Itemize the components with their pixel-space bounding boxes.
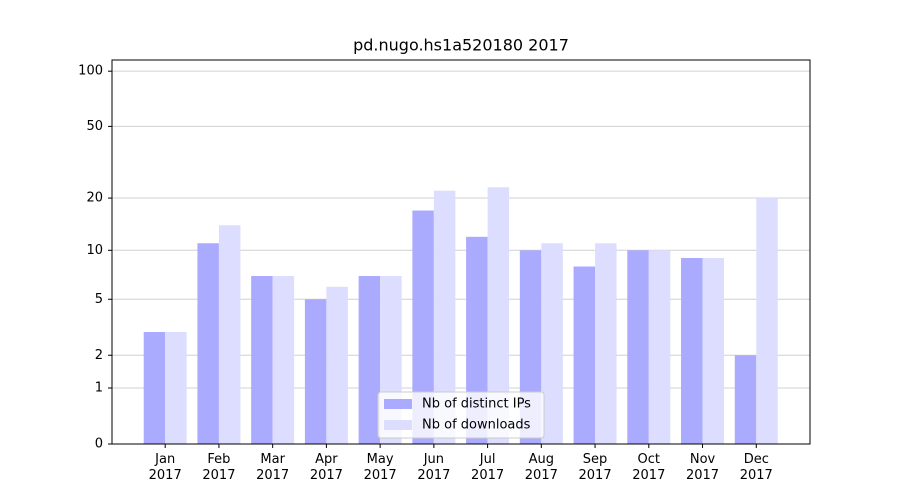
bar [326,286,348,444]
y-tick-label: 1 [95,381,103,396]
y-tick-label: 100 [78,64,103,79]
y-tick-label: 10 [86,243,103,258]
bar [487,187,510,444]
bar [433,190,456,444]
legend-swatch [384,420,412,430]
bar [143,332,166,444]
chart-title: pd.nugo.hs1a520180 2017 [353,36,569,55]
bar [197,243,219,444]
x-tick-label: Feb 2017 [202,452,236,483]
bar [734,355,757,444]
x-tick-label: May 2017 [363,452,397,483]
y-tick-label: 2 [95,348,103,363]
legend-box [377,391,545,439]
legend-label: Nb of downloads [422,418,531,433]
x-tick-label: Sep 2017 [578,452,612,483]
x-tick-label: Jul 2017 [471,452,505,483]
bar [702,257,725,444]
bar [165,332,187,444]
x-tick-label: Aug 2017 [524,452,558,483]
plot-frame [111,59,811,445]
bar [358,276,381,444]
y-tick-label: 50 [86,119,103,134]
bar [648,250,671,444]
legend-label: Nb of distinct IPs [422,397,531,412]
y-tick-label: 0 [95,437,103,452]
x-tick-label: Oct 2017 [632,452,666,483]
bar [627,250,649,444]
x-tick-label: Jan 2017 [148,452,182,483]
x-tick-label: Jun 2017 [417,452,451,483]
bar [756,198,778,444]
y-tick-label: 20 [86,191,103,206]
y-tick-label: 5 [95,292,103,307]
bar [681,257,703,444]
bar [304,299,327,444]
legend-swatch [384,399,412,409]
x-tick-label: Mar 2017 [256,452,290,483]
bar [218,225,241,444]
bar [272,276,295,444]
bar [251,276,273,444]
x-tick-label: Nov 2017 [685,452,720,483]
bar [595,243,617,444]
bar [541,243,563,444]
bar [573,266,596,444]
x-tick-label: Apr 2017 [309,452,343,483]
bar [412,210,434,444]
x-tick-label: Dec 2017 [739,452,773,483]
